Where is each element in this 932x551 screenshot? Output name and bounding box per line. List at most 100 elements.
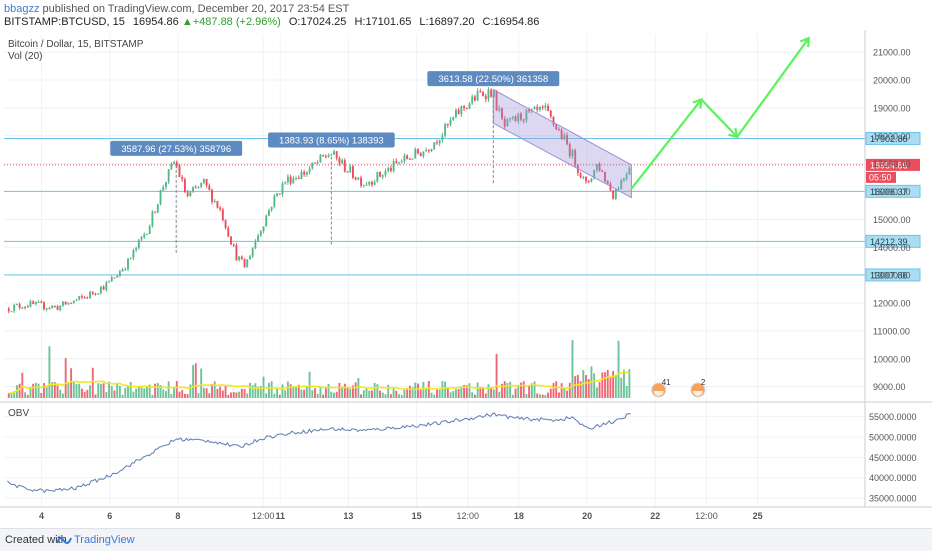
open-text: O:17024.25 (288, 16, 347, 28)
candle-body (430, 148, 433, 152)
volume-bar (205, 388, 208, 398)
price-chart[interactable]: 17902.86 16006.37 14212.39 13007.86 16954.86… (0, 30, 932, 528)
measure-label: 3587.96 (27.53%) 358796 (121, 144, 231, 155)
volume-bar (625, 385, 628, 398)
volume-bar (387, 384, 390, 398)
candle-body (230, 236, 232, 245)
candle-body (13, 304, 16, 312)
candle-body (330, 154, 333, 156)
volume-bar (585, 375, 587, 398)
candle-body (468, 103, 471, 109)
tradingview-brand[interactable]: TradingView (74, 534, 135, 546)
candle-body (473, 96, 476, 101)
candle-body (625, 174, 628, 179)
volume-bar (617, 340, 620, 398)
volume-bar (482, 387, 484, 398)
candle-body (21, 307, 24, 309)
candle-body (395, 161, 398, 163)
candle-body (143, 234, 146, 237)
candle-body (514, 116, 517, 122)
candle-body (156, 204, 159, 213)
time-tick-label: 13 (343, 511, 353, 521)
candle-body (376, 171, 379, 182)
volume-bar (151, 394, 154, 398)
candle-body (433, 142, 436, 149)
volume-bar (324, 387, 327, 398)
volume-bar (67, 383, 70, 398)
arrow-segment (700, 98, 738, 138)
volume-bar (522, 381, 525, 398)
candle-body (167, 169, 170, 182)
candle-body (221, 209, 224, 221)
volume-bar (322, 394, 325, 398)
volume-bar (528, 385, 531, 398)
time-tick-label: 22 (650, 511, 660, 521)
volume-bar (376, 384, 379, 398)
volume-bar (154, 383, 157, 398)
volume-bar (45, 385, 48, 398)
candle-body (571, 150, 574, 157)
candle-body (273, 195, 276, 207)
candle-body (216, 200, 219, 208)
volume-bar (544, 394, 547, 398)
volume-bar (148, 384, 151, 398)
candle-body (354, 177, 357, 180)
volume-bar (208, 393, 211, 398)
volume-bar (514, 388, 517, 398)
volume-bar (623, 369, 625, 398)
measure-annotations: 3587.96 (27.53%) 358796 1383.93 (8.65%) 1… (110, 71, 560, 253)
candle-body (408, 158, 411, 160)
candle-body (614, 189, 617, 199)
volume-bar (40, 392, 43, 398)
price-tick-label: 11000.00 (873, 326, 910, 336)
candle-body (24, 306, 26, 309)
projection-arrow[interactable] (630, 36, 810, 190)
candle-body (129, 258, 132, 260)
published-text: published on TradingView.com, December 2… (42, 3, 350, 15)
volume-bar (498, 391, 501, 398)
candle-body (601, 170, 604, 172)
volume-bar (303, 389, 306, 398)
volume-bar (181, 390, 184, 398)
candle-body (67, 302, 70, 305)
price-tick-label: 9000.00 (873, 382, 906, 392)
volume-bar (64, 358, 67, 398)
volume-bar (29, 386, 32, 398)
candle-body (384, 170, 387, 176)
candle-body (314, 162, 316, 164)
volume-bar (511, 394, 514, 398)
candle-body (411, 158, 414, 160)
volume-bar (216, 388, 219, 398)
candle-body (536, 106, 539, 110)
volume-bar (308, 371, 311, 398)
volume-bar (121, 394, 124, 398)
candle-body (284, 182, 287, 184)
candle-body (595, 164, 598, 170)
candle-body (99, 286, 102, 294)
candle-body (40, 301, 43, 303)
volume-bar (276, 388, 279, 398)
candle-body (379, 171, 382, 177)
volume-bar (509, 381, 512, 398)
candle-body (121, 269, 124, 272)
time-tick-label: 6 (107, 511, 112, 521)
volume-legend: Vol (20) (8, 51, 42, 62)
volume-bar (495, 354, 498, 398)
volume-bar (311, 390, 314, 398)
candle-body (628, 168, 631, 175)
candle-body (539, 106, 541, 110)
volume-bar (468, 383, 471, 398)
volume-bar (94, 394, 97, 398)
volume-bar (606, 369, 609, 398)
candle-body (300, 171, 303, 180)
countdown-label: 05:50 (869, 172, 892, 182)
volume-bar (132, 391, 135, 398)
level-price-tag (865, 184, 921, 198)
candle-body (373, 181, 376, 185)
volume-bar (32, 383, 35, 398)
author-link[interactable]: bbagzz (4, 3, 40, 15)
candle-body (213, 200, 216, 202)
horizontal-levels: 17902.86 16006.37 14212.39 13007.86 16954.86… (4, 131, 921, 282)
volume-bar (525, 394, 528, 398)
volume-bar (137, 386, 140, 398)
